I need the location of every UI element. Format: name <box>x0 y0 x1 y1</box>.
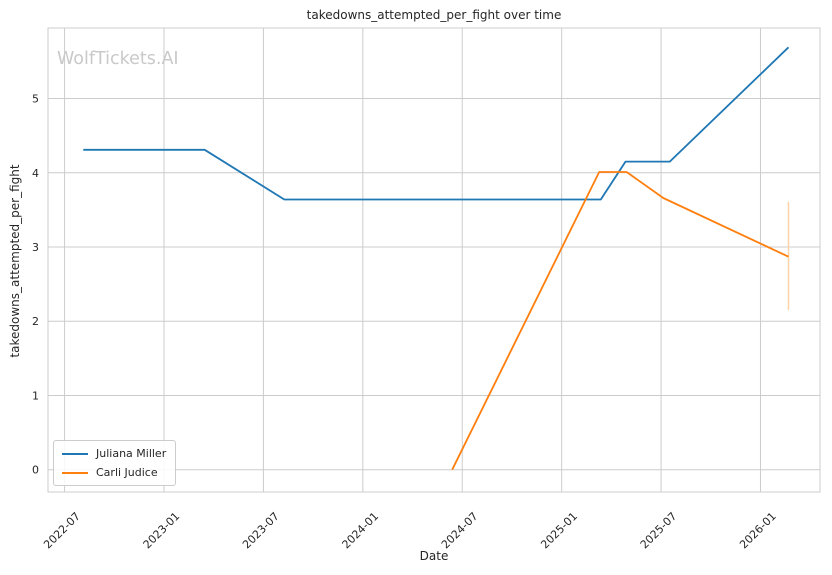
x-axis-label: Date <box>419 549 449 563</box>
y-tick-label: 3 <box>32 241 39 254</box>
legend-label: Carli Judice <box>96 466 158 479</box>
x-tick-label: 2025-07 <box>638 510 680 552</box>
y-tick-label: 5 <box>32 93 39 106</box>
x-tick-label: 2024-01 <box>339 510 381 552</box>
y-tick-label: 0 <box>32 464 39 477</box>
x-tick-label: 2022-07 <box>41 510 83 552</box>
legend-line-sample <box>62 452 88 455</box>
watermark: WolfTickets.AI <box>57 49 179 69</box>
x-tick-label: 2023-07 <box>240 510 282 552</box>
legend-item: Juliana Miller <box>62 446 166 461</box>
legend-line-sample <box>62 471 88 474</box>
plot-border <box>47 27 821 493</box>
x-tick-label: 2025-01 <box>538 510 580 552</box>
x-tick-label: 2026-01 <box>737 510 779 552</box>
y-tick-label: 1 <box>32 389 39 402</box>
legend: Juliana Miller Carli Judice <box>53 440 177 486</box>
series-line-carli-judice <box>451 171 789 471</box>
legend-label: Juliana Miller <box>96 447 167 460</box>
chart-title: takedowns_attempted_per_fight over time <box>306 8 562 22</box>
x-tick-label: 2023-01 <box>141 510 183 552</box>
y-axis-label: takedowns_attempted_per_fight <box>8 164 22 358</box>
series-line-juliana-miller <box>83 46 790 201</box>
legend-item: Carli Judice <box>62 465 166 480</box>
x-tick-label: 2024-07 <box>439 510 481 552</box>
y-tick-label: 4 <box>32 167 39 180</box>
y-tick-label: 2 <box>32 315 39 328</box>
